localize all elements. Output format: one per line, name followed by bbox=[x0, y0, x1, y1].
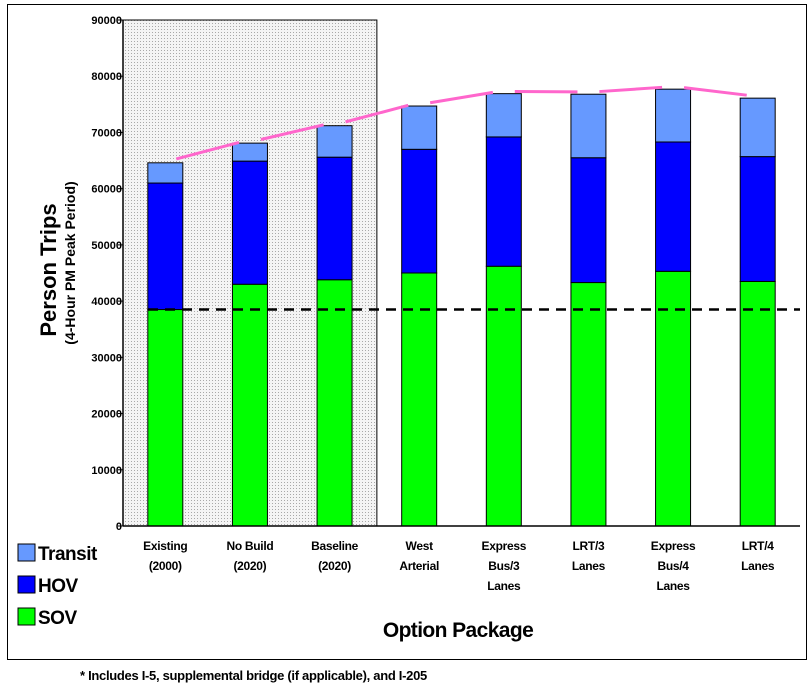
bar-transit bbox=[485, 93, 522, 138]
trend-segment bbox=[599, 85, 663, 94]
y-tick-label: 50000 bbox=[91, 240, 122, 252]
trend-segment bbox=[429, 90, 494, 105]
x-category-label: Express Bus/3 Lanes bbox=[482, 539, 527, 593]
legend-swatch-transit bbox=[17, 543, 36, 562]
bar-hov bbox=[147, 182, 184, 311]
y-tick-label: 20000 bbox=[91, 409, 122, 421]
bar-sov bbox=[231, 283, 268, 527]
bars-layer bbox=[147, 88, 776, 527]
footnote: * Includes I-5, supplemental bridge (if … bbox=[80, 668, 427, 683]
chart-canvas: 0 10000 20000 30000 40000 50000 60000 70000 8000… bbox=[17, 15, 800, 642]
x-category-label: Baseline (2020) bbox=[311, 539, 359, 573]
legend-label-sov: SOV bbox=[38, 608, 77, 629]
x-category-label: Express Bus/4 Lanes bbox=[651, 539, 696, 593]
y-tick-label: 60000 bbox=[91, 184, 122, 196]
bar-sov bbox=[739, 280, 776, 527]
legend: Transit HOV SOV bbox=[17, 543, 98, 629]
legend-swatch-sov bbox=[17, 607, 36, 626]
legend-label-hov: HOV bbox=[38, 576, 79, 597]
y-tick-label: 40000 bbox=[91, 296, 122, 308]
trend-segment bbox=[175, 141, 240, 161]
bar-transit bbox=[655, 88, 692, 143]
y-axis-title: Person Trips bbox=[36, 203, 61, 336]
bar-hov bbox=[401, 148, 438, 274]
bar-hov bbox=[739, 156, 776, 282]
legend-swatch-hov bbox=[17, 575, 36, 594]
trend-line-layer bbox=[175, 85, 747, 161]
trend-segment bbox=[345, 103, 409, 124]
x-category-label: LRT/3 Lanes bbox=[572, 539, 606, 573]
trend-segment bbox=[260, 123, 324, 141]
x-category-label: West Arterial bbox=[399, 539, 439, 573]
trend-segment bbox=[683, 86, 747, 97]
x-category-label: LRT/4 Lanes bbox=[741, 539, 775, 573]
bar-transit bbox=[401, 105, 438, 150]
axes-layer bbox=[122, 20, 800, 527]
y-axis-subtitle: (4-Hour PM Peak Period) bbox=[62, 181, 78, 344]
bar-sov bbox=[485, 265, 522, 527]
bar-transit bbox=[739, 97, 776, 158]
x-category-label: No Build (2020) bbox=[226, 539, 273, 573]
bar-hov bbox=[655, 141, 692, 272]
bar-sov bbox=[401, 272, 438, 527]
bar-sov bbox=[570, 282, 607, 527]
bar-transit bbox=[570, 93, 607, 159]
legend-label-transit: Transit bbox=[38, 544, 98, 565]
x-axis-title: Option Package bbox=[383, 619, 533, 642]
bar-sov bbox=[147, 309, 184, 527]
bar-transit bbox=[147, 162, 184, 184]
y-tick-label: 80000 bbox=[91, 71, 122, 83]
x-axis-category-labels: Existing (2000) No Build (2020) Baseline (202… bbox=[143, 539, 775, 593]
y-tick-label: 90000 bbox=[91, 15, 122, 27]
bar-hov bbox=[316, 156, 353, 281]
bar-hov bbox=[570, 157, 607, 284]
chart-frame: 0 10000 20000 30000 40000 50000 60000 70000 8000… bbox=[7, 4, 807, 660]
y-tick-label: 30000 bbox=[91, 352, 122, 364]
y-tick-label: 10000 bbox=[91, 465, 122, 477]
bar-hov bbox=[485, 136, 522, 267]
bar-sov bbox=[316, 279, 353, 527]
bar-transit bbox=[231, 142, 268, 162]
x-category-label: Existing (2000) bbox=[143, 539, 187, 573]
y-axis-ticks: 0 10000 20000 30000 40000 50000 60000 70000 8000… bbox=[91, 15, 123, 533]
bar-hov bbox=[231, 160, 268, 285]
y-tick-label: 0 bbox=[116, 521, 122, 533]
y-tick-label: 70000 bbox=[91, 127, 122, 139]
bar-transit bbox=[316, 125, 353, 158]
bar-sov bbox=[655, 270, 692, 527]
